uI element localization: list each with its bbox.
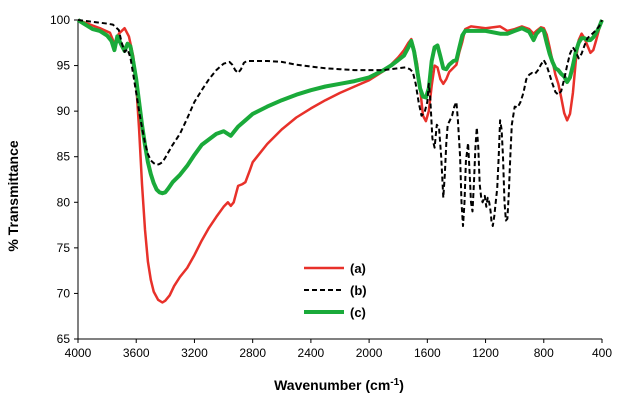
y-tick-label: 75 xyxy=(57,241,71,255)
y-tick-label: 70 xyxy=(57,286,71,300)
series-line-c xyxy=(76,18,604,196)
x-tick-label: 400 xyxy=(592,346,612,360)
y-tick-label: 95 xyxy=(57,59,71,73)
x-tick-label: 1600 xyxy=(414,346,441,360)
legend-label: (a) xyxy=(350,261,366,276)
legend: (a) (b) (c) xyxy=(304,261,367,320)
x-axis-title-main: Wavenumber (cm xyxy=(274,377,390,393)
axes xyxy=(77,20,602,340)
x-tick-label: 800 xyxy=(534,346,554,360)
x-tick-label: 1200 xyxy=(472,346,499,360)
y-tick-label: 80 xyxy=(57,195,71,209)
series-line-b xyxy=(77,19,603,227)
x-tick-label: 3200 xyxy=(181,346,208,360)
x-axis-title-superscript: -1 xyxy=(390,377,399,388)
x-axis-title-close: ) xyxy=(399,377,404,393)
x-tick-label: 2000 xyxy=(356,346,383,360)
x-tick-label: 4000 xyxy=(65,346,92,360)
x-axis-ticks: 4000 3600 3200 2800 2400 2000 1600 1200 800 400 xyxy=(65,339,612,360)
x-axis-title: Wavenumber (cm-1) xyxy=(274,377,404,393)
y-tick-label: 85 xyxy=(57,150,71,164)
y-axis-ticks: 65 70 75 80 85 90 95 100 xyxy=(50,13,78,346)
y-axis-title: % Transmittance xyxy=(5,140,21,251)
y-tick-label: 100 xyxy=(50,13,70,27)
y-tick-label: 65 xyxy=(57,332,71,346)
legend-label: (b) xyxy=(350,283,367,298)
series-layer xyxy=(76,18,604,304)
x-tick-label: 2400 xyxy=(298,346,325,360)
x-tick-label: 3600 xyxy=(123,346,150,360)
series-line-a xyxy=(77,18,604,304)
y-tick-label: 90 xyxy=(57,104,71,118)
x-tick-label: 2800 xyxy=(239,346,266,360)
legend-label: (c) xyxy=(350,305,366,320)
